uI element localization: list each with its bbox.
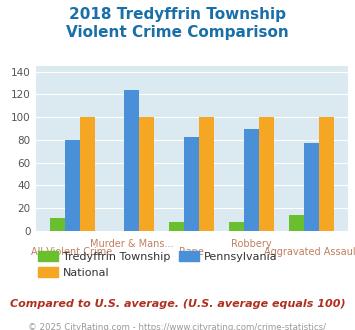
Bar <box>199 117 214 231</box>
Text: Compared to U.S. average. (U.S. average equals 100): Compared to U.S. average. (U.S. average … <box>10 299 345 309</box>
Text: Murder & Mans...: Murder & Mans... <box>90 239 174 249</box>
Text: 2018 Tredyffrin Township
Violent Crime Comparison: 2018 Tredyffrin Township Violent Crime C… <box>66 7 289 40</box>
Bar <box>50 218 65 231</box>
Bar <box>319 117 334 231</box>
Text: Rape: Rape <box>179 247 204 257</box>
Bar <box>289 215 304 231</box>
Bar <box>229 222 244 231</box>
Text: Robbery: Robbery <box>231 239 272 249</box>
Text: © 2025 CityRating.com - https://www.cityrating.com/crime-statistics/: © 2025 CityRating.com - https://www.city… <box>28 323 327 330</box>
Bar <box>80 117 94 231</box>
Bar <box>65 140 80 231</box>
Bar <box>140 117 154 231</box>
Text: Aggravated Assault: Aggravated Assault <box>263 247 355 257</box>
Bar <box>304 143 319 231</box>
Bar <box>259 117 274 231</box>
Bar <box>125 90 140 231</box>
Bar <box>169 222 184 231</box>
Legend: Tredyffrin Township, National, Pennsylvania: Tredyffrin Township, National, Pennsylva… <box>34 247 282 282</box>
Text: All Violent Crime: All Violent Crime <box>32 247 113 257</box>
Bar <box>184 137 199 231</box>
Bar <box>244 129 259 231</box>
